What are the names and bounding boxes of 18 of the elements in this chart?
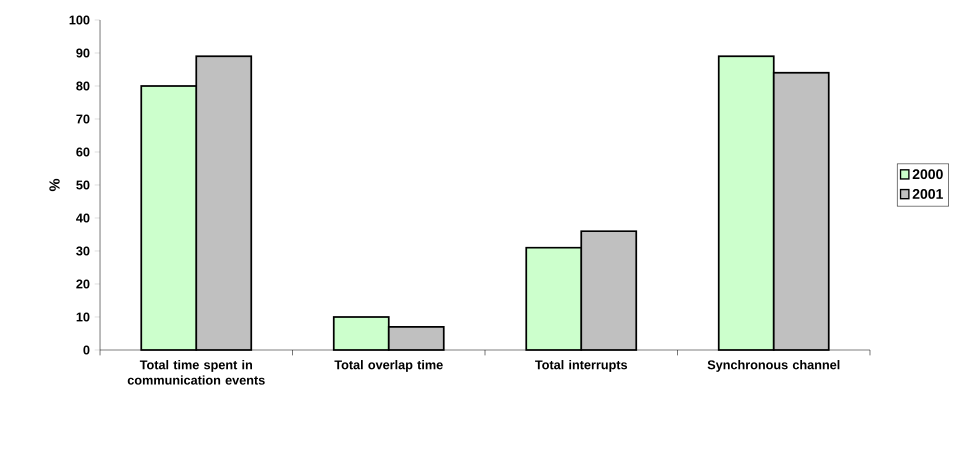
legend-label: 2000 <box>912 169 943 180</box>
x-tick-label: Total time spent in communication events <box>128 360 265 385</box>
y-tick-label: 30 <box>76 246 90 256</box>
x-tick-label: Synchronous channel <box>708 360 840 372</box>
x-tick-label: Total interrupts <box>535 360 628 372</box>
y-axis-title: % <box>49 178 60 192</box>
y-tick-label: 20 <box>76 280 90 288</box>
y-tick-label: 40 <box>76 214 90 222</box>
y-tick-label: 80 <box>76 82 90 90</box>
y-tick-label: 10 <box>76 312 90 322</box>
x-tick-label: Total overlap time <box>334 360 443 372</box>
legend-label: 2001 <box>912 189 943 199</box>
y-tick-label: 70 <box>76 114 90 124</box>
y-tick-label: 0 <box>83 346 90 354</box>
y-tick-label: 60 <box>76 148 90 156</box>
y-tick-label: 90 <box>76 48 90 58</box>
y-tick-label: 100 <box>70 16 90 24</box>
y-tick-label: 50 <box>76 180 90 190</box>
